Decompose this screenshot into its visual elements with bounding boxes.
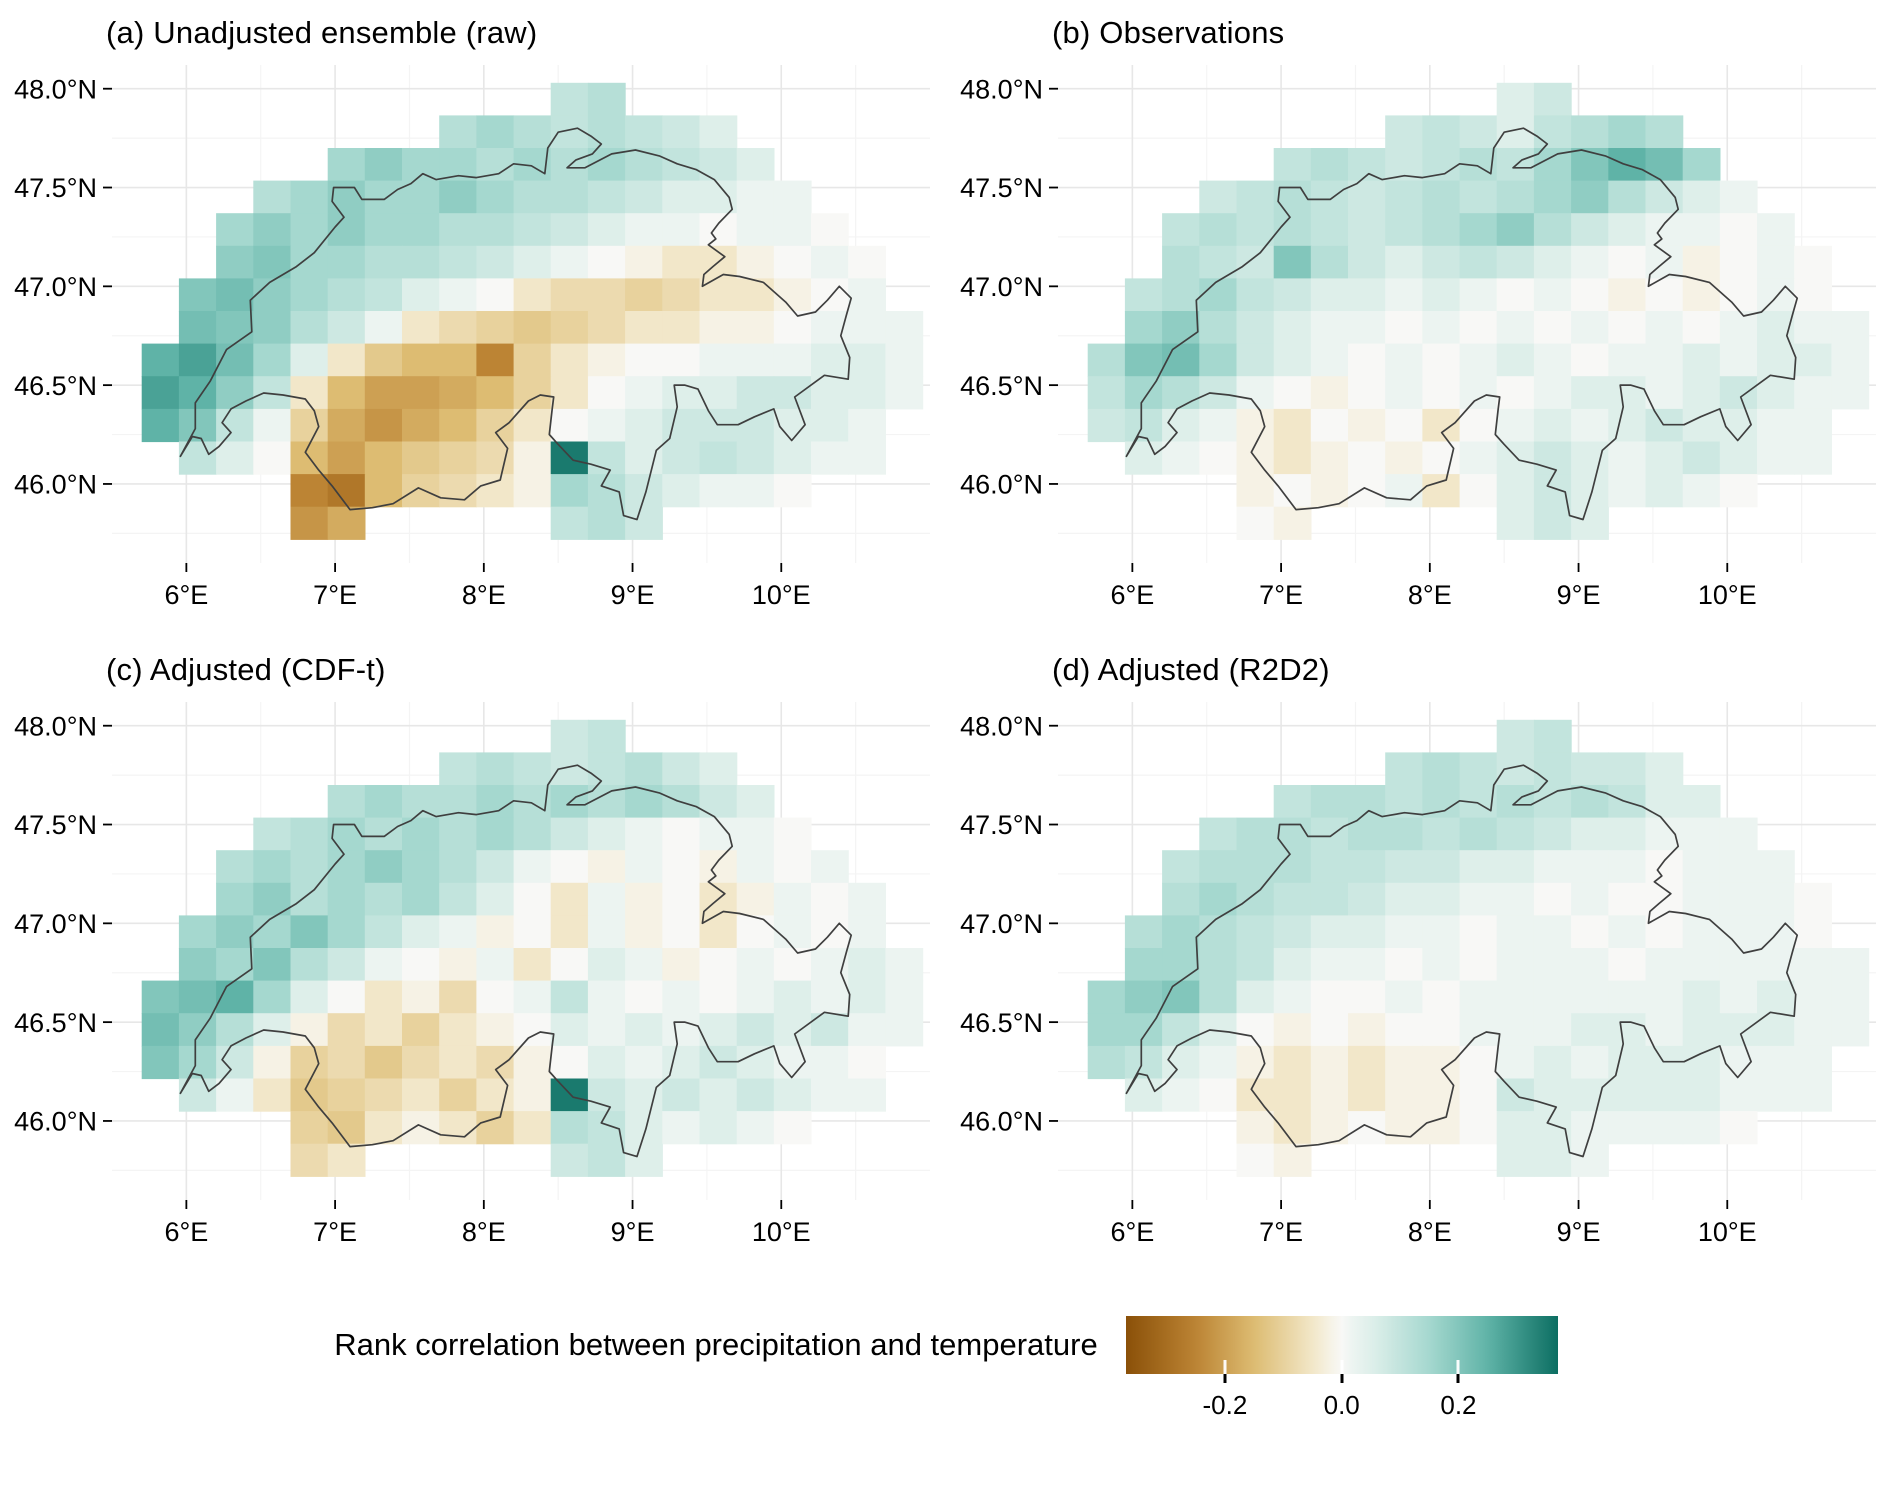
svg-text:10°E: 10°E [752,1217,811,1247]
svg-text:48.0°N: 48.0°N [960,74,1043,104]
panel-c: (c) Adjusted (CDF-t) 48.0°N 47.5°N 47.0°N 4… [6,647,944,1258]
svg-text:46.5°N: 46.5°N [960,1007,1043,1037]
svg-text:47.0°N: 47.0°N [960,909,1043,939]
colorbar-tick-label: 0.2 [1440,1389,1477,1420]
colorbar-tick-mark [1456,1359,1460,1374]
svg-text:7°E: 7°E [1259,1217,1303,1247]
map-panel-d: 48.0°N 47.5°N 47.0°N 46.5°N 46.0°N 6°E 7°E 8°E 9… [960,701,1876,1247]
svg-text:46.5°N: 46.5°N [14,1007,97,1037]
svg-text:9°E: 9°E [1557,580,1601,610]
svg-text:46.5°N: 46.5°N [14,371,97,401]
svg-text:46.0°N: 46.0°N [14,1106,97,1136]
svg-text:47.5°N: 47.5°N [960,173,1043,203]
multi-panel-figure: (a) Unadjusted ensemble (raw) 48.0°N 47.5… [6,10,1886,1420]
panel-a-title: (a) Unadjusted ensemble (raw) [106,15,538,50]
panel-a: (a) Unadjusted ensemble (raw) 48.0°N 47.5… [6,10,944,621]
panel-b-title: (b) Observations [1052,15,1285,50]
svg-text:48.0°N: 48.0°N [960,711,1043,741]
svg-text:7°E: 7°E [313,580,357,610]
colorbar-tick-mark [1456,1373,1460,1383]
svg-text:7°E: 7°E [313,1217,357,1247]
colorbar-tick-mark [1340,1359,1344,1374]
svg-text:8°E: 8°E [1408,1217,1452,1247]
svg-text:47.5°N: 47.5°N [960,810,1043,840]
svg-text:47.0°N: 47.0°N [960,272,1043,302]
svg-text:46.0°N: 46.0°N [14,469,97,499]
svg-text:10°E: 10°E [1698,1217,1757,1247]
svg-text:46.5°N: 46.5°N [960,371,1043,401]
svg-text:6°E: 6°E [164,580,208,610]
colorbar-tick-mark [1340,1373,1344,1383]
svg-text:6°E: 6°E [1110,1217,1154,1247]
svg-text:10°E: 10°E [1698,580,1757,610]
panel-d-title: (d) Adjusted (R2D2) [1052,651,1330,687]
panel-grid: (a) Unadjusted ensemble (raw) 48.0°N 47.5… [6,10,1886,1258]
colorbar-legend: Rank correlation between precipitation a… [6,1315,1886,1420]
svg-text:9°E: 9°E [611,580,655,610]
colorbar-tick-mark [1223,1373,1227,1383]
svg-text:9°E: 9°E [1557,1217,1601,1247]
svg-text:47.5°N: 47.5°N [14,173,97,203]
svg-text:8°E: 8°E [462,580,506,610]
colorbar-tick-label: 0.0 [1323,1389,1360,1420]
map-panel-c: 48.0°N 47.5°N 47.0°N 46.5°N 46.0°N 6°E 7°E 8°E 9… [14,701,930,1247]
legend-title: Rank correlation between precipitation a… [334,1326,1098,1362]
svg-text:48.0°N: 48.0°N [14,711,97,741]
svg-text:47.5°N: 47.5°N [14,810,97,840]
svg-text:48.0°N: 48.0°N [14,74,97,104]
svg-text:6°E: 6°E [1110,580,1154,610]
svg-text:46.0°N: 46.0°N [960,469,1043,499]
svg-text:9°E: 9°E [611,1217,655,1247]
colorbar-tick-label: -0.2 [1202,1389,1248,1420]
svg-text:47.0°N: 47.0°N [14,272,97,302]
svg-text:8°E: 8°E [462,1217,506,1247]
map-panel-b: 48.0°N 47.5°N 47.0°N 46.5°N 46.0°N 6°E 7°E 8°E 9… [960,64,1876,610]
panel-b: (b) Observations 48.0°N 47.5°N 47.0°N 46.5°… [952,10,1890,621]
colorbar: -0.2 0.0 0.2 [1125,1315,1558,1420]
colorbar-tick-mark [1223,1359,1227,1374]
panel-c-title: (c) Adjusted (CDF-t) [106,651,386,687]
map-panel-a: 48.0°N 47.5°N 47.0°N 46.5°N 46.0°N 6°E 7°E 8°E 9… [14,64,930,610]
svg-text:10°E: 10°E [752,580,811,610]
svg-text:46.0°N: 46.0°N [960,1106,1043,1136]
svg-text:6°E: 6°E [164,1217,208,1247]
svg-text:7°E: 7°E [1259,580,1303,610]
svg-text:47.0°N: 47.0°N [14,909,97,939]
panel-d: (d) Adjusted (R2D2) 48.0°N 47.5°N 47.0°N 46… [952,647,1890,1258]
svg-text:8°E: 8°E [1408,580,1452,610]
